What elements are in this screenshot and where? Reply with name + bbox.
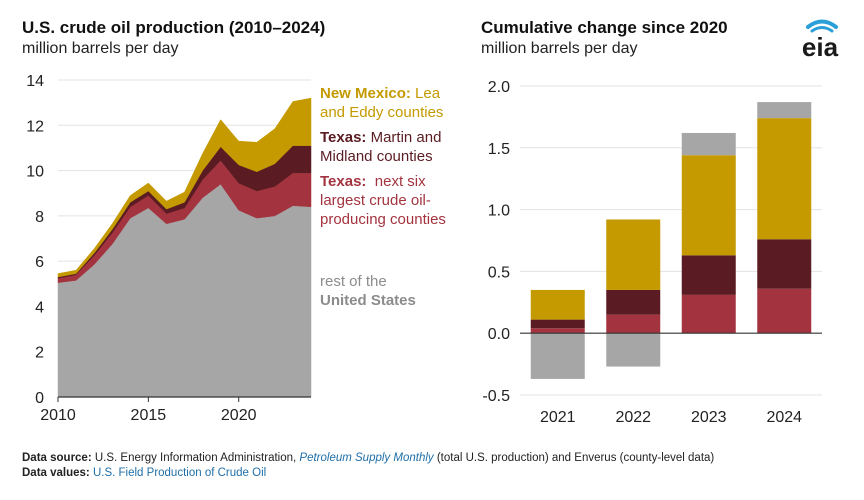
bar-tx_six-2021: [530, 328, 585, 334]
left-y-tick-label: 10: [26, 164, 44, 181]
footer-values-label: Data values:: [22, 467, 90, 479]
legend-tx2-bold: Texas:: [320, 173, 367, 190]
eia-logo: eia: [792, 18, 848, 62]
left-x-tick-label: 2010: [40, 407, 76, 424]
left-y-tick-label: 12: [26, 118, 44, 135]
footer-data-values: Data values: U.S. Field Production of Cr…: [22, 467, 266, 479]
bar-tx_six-2023: [681, 294, 736, 334]
legend-new-mexico: New Mexico: Lea and Eddy counties: [320, 84, 443, 122]
eia-logo-text: eia: [802, 32, 839, 60]
footer-source-text1: U.S. Energy Information Administration,: [91, 452, 300, 464]
bar-rest-2022: [606, 333, 661, 367]
footer-source-label: Data source:: [22, 452, 92, 464]
left-y-tick-label: 0: [35, 390, 44, 407]
legend-nm-bold: New Mexico:: [320, 85, 411, 102]
legend-tx2-rest1: next six: [366, 173, 426, 190]
bar-tx_martin-2024: [757, 239, 812, 289]
legend-tx1-rest2: Midland counties: [320, 148, 433, 165]
legend-rest-line1: rest of the: [320, 273, 387, 290]
bar-nm-2021: [530, 289, 585, 320]
bar-nm-2023: [681, 155, 736, 256]
bar-nm-2024: [757, 118, 812, 240]
left-x-tick-label: 2015: [131, 407, 167, 424]
left-y-tick-label: 8: [35, 209, 44, 226]
legend-tx1-bold: Texas:: [320, 129, 367, 146]
legend-tx2-rest3: producing counties: [320, 211, 446, 228]
right-chart-title: Cumulative change since 2020: [481, 18, 728, 37]
left-y-tick-label: 14: [26, 73, 44, 90]
footer-source-text2: (total U.S. production) and Enverus (cou…: [433, 452, 715, 464]
right-x-tick-label: 2022: [615, 409, 651, 426]
left-chart-subtitle: million barrels per day: [22, 40, 179, 57]
bar-tx_martin-2021: [530, 319, 585, 329]
right-y-tick-label: -0.5: [482, 388, 510, 405]
legend-tx2-rest2: largest crude oil-: [320, 192, 431, 209]
eia-logo-icon: eia: [802, 19, 839, 62]
left-y-tick-label: 6: [35, 254, 44, 271]
right-x-tick-label: 2024: [766, 409, 802, 426]
bar-tx_martin-2023: [681, 255, 736, 295]
legend-nm-rest1: Lea: [410, 85, 441, 102]
right-chart-subtitle: million barrels per day: [481, 40, 638, 57]
legend-texas-six: Texas: next six largest crude oil- produ…: [320, 172, 446, 229]
right-x-tick-label: 2023: [691, 409, 727, 426]
right-y-tick-label: 0.0: [488, 326, 510, 343]
legend-rest-us: rest of the United States: [320, 272, 416, 310]
left-chart: 0 2 4 6 8 10 12 14 2010 2015 2020: [26, 73, 312, 424]
bar-tx_six-2022: [606, 314, 661, 334]
legend-nm-rest2: and Eddy counties: [320, 104, 444, 121]
right-y-tick-label: 1.5: [488, 141, 510, 158]
right-chart: 2.0 1.5 1.0 0.5 0.0 -0.5 2021 2022 2023 2024: [482, 79, 822, 426]
bar-tx_martin-2022: [606, 289, 661, 315]
legend-rest-line2: United States: [320, 292, 416, 309]
legend-texas-martin: Texas: Martin and Midland counties: [320, 128, 441, 166]
footer-values-link[interactable]: U.S. Field Production of Crude Oil: [89, 467, 267, 479]
left-y-tick-label: 4: [35, 299, 44, 316]
right-y-tick-label: 1.0: [488, 203, 510, 220]
footer-data-source: Data source: U.S. Energy Information Adm…: [22, 452, 714, 464]
bar-nm-2022: [606, 219, 661, 290]
bar-rest-2023: [681, 132, 736, 156]
right-y-tick-label: 0.5: [488, 264, 510, 281]
left-chart-title: U.S. crude oil production (2010–2024): [22, 18, 326, 37]
legend-tx1-rest1: Martin and: [366, 129, 442, 146]
footer-source-link[interactable]: Petroleum Supply Monthly: [299, 452, 434, 464]
right-x-tick-label: 2021: [540, 409, 576, 426]
area-nm: [57, 97, 312, 278]
left-y-tick-label: 2: [35, 345, 44, 362]
bar-rest-2021: [530, 333, 585, 379]
bar-tx_six-2024: [757, 288, 812, 334]
bar-rest-2024: [757, 102, 812, 119]
right-y-tick-label: 2.0: [488, 79, 510, 96]
left-x-tick-label: 2020: [221, 407, 257, 424]
